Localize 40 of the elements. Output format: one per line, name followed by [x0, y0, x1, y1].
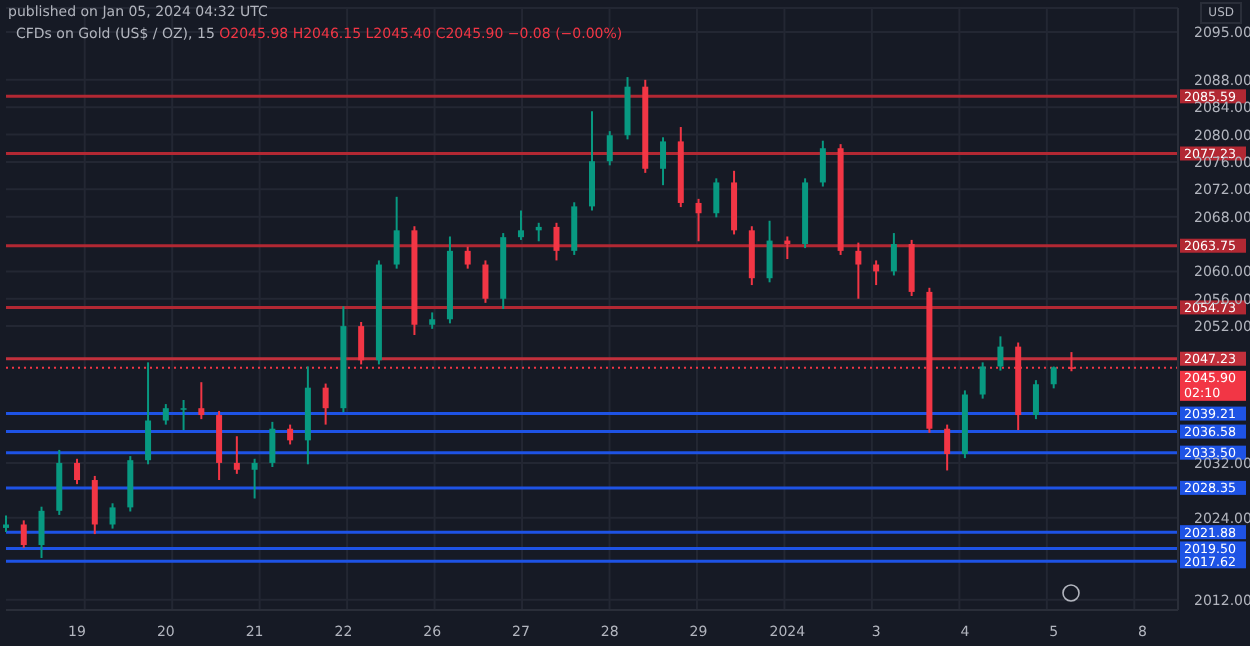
candlestick [979, 361, 986, 400]
candlestick [766, 219, 773, 284]
candlestick [216, 409, 223, 482]
candlestick [517, 209, 524, 241]
candlestick [109, 502, 116, 530]
candlestick [944, 423, 951, 472]
candlestick [287, 423, 294, 446]
candlestick [571, 201, 578, 256]
candlestick [322, 382, 329, 426]
candlestick [233, 435, 240, 475]
candlestick [482, 259, 489, 304]
candlestick [74, 457, 81, 486]
candlestick [145, 361, 152, 466]
candlestick [1032, 379, 1039, 421]
candlestick [393, 195, 400, 270]
candlestick [748, 225, 755, 287]
candlestick [890, 232, 897, 277]
candlestick [855, 241, 862, 300]
candlestick [91, 474, 98, 536]
candlestick [1050, 365, 1057, 390]
candlestick [713, 177, 720, 219]
candlestick [56, 448, 63, 516]
candlestick [997, 335, 1004, 372]
candlestick [695, 197, 702, 243]
candlestick [269, 420, 276, 469]
candlestick [819, 139, 826, 188]
candlestick [589, 110, 595, 212]
candlestick [553, 221, 560, 262]
candlestick [251, 457, 258, 500]
candlestick [198, 381, 205, 421]
candlestick [38, 505, 45, 560]
candlestick [606, 130, 613, 167]
candlestick [162, 403, 169, 426]
candlestick [908, 238, 915, 297]
candlestick [127, 455, 134, 513]
candlestick [660, 136, 667, 187]
candlestick [731, 169, 738, 236]
candlestick [464, 245, 471, 270]
candlestick [180, 398, 187, 432]
candlestick [20, 519, 27, 549]
